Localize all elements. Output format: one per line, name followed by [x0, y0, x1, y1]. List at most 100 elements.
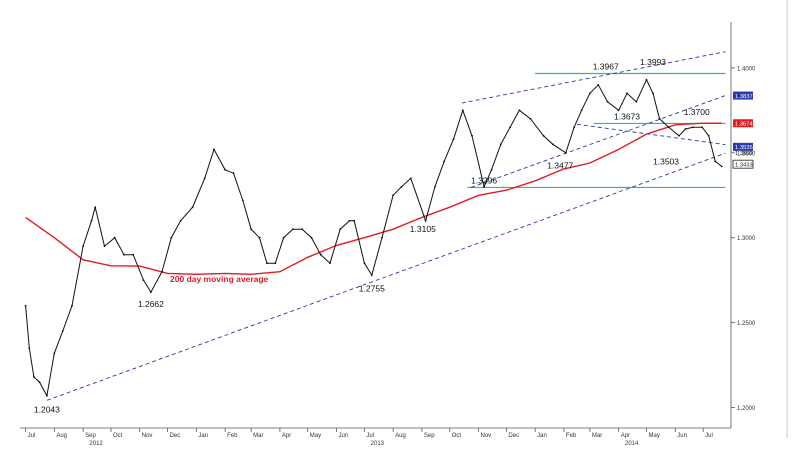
level-label: 1.2043	[34, 404, 60, 414]
price-point	[241, 199, 244, 202]
price-point	[692, 126, 694, 129]
price-point	[224, 168, 227, 171]
x-tick-label: Apr	[621, 433, 630, 439]
x-tick-label: Jan	[537, 433, 547, 439]
x-year-label: 2013	[371, 441, 385, 447]
price-flag-box	[732, 159, 754, 169]
price-point	[443, 160, 446, 163]
x-tick-label: May	[310, 433, 321, 439]
price-point	[461, 109, 464, 112]
x-tick-label: Dec	[508, 433, 519, 439]
price-point	[490, 168, 493, 171]
price-point	[518, 109, 521, 112]
price-point	[38, 381, 41, 383]
y-tick-label: 1.2500	[737, 321, 756, 327]
x-tick-label: Nov	[481, 433, 492, 439]
price-point	[684, 128, 687, 130]
price-point	[678, 134, 680, 137]
trendline-0	[46, 152, 726, 401]
price-point	[258, 236, 261, 239]
level-label: 1.3105	[410, 224, 436, 234]
x-tick-label: Dec	[170, 433, 181, 439]
price-point	[142, 279, 145, 282]
trendlines	[46, 51, 726, 401]
price-point	[71, 304, 73, 307]
price-flag: 1.3535	[733, 142, 753, 151]
price-point	[94, 206, 97, 209]
price-point	[529, 117, 532, 120]
price-point	[339, 228, 342, 231]
price-point	[509, 126, 511, 129]
price-point	[483, 185, 485, 188]
price-point	[635, 100, 638, 103]
x-tick-label: Nov	[142, 433, 153, 439]
x-year-label: 2012	[89, 441, 103, 447]
price-point	[213, 148, 215, 151]
price-flag-box	[733, 119, 753, 128]
moving-average-layer	[25, 122, 722, 276]
level-label: 1.3296	[471, 176, 497, 186]
price-point	[589, 92, 591, 95]
price-point	[542, 134, 545, 137]
price-point	[597, 84, 600, 86]
price-point	[701, 126, 704, 129]
price-flag-label: 1.3500	[735, 151, 753, 157]
x-tick-label: Aug	[56, 433, 67, 439]
trendline-2	[461, 51, 726, 104]
price-point	[301, 228, 304, 231]
price-point	[319, 253, 322, 256]
price-flag: 1.3500	[735, 151, 753, 157]
level-label: 1.3503	[653, 156, 679, 166]
x-tick-label: Jun	[677, 433, 687, 439]
price-point	[392, 194, 394, 197]
price-point	[82, 245, 84, 248]
price-point	[714, 160, 717, 163]
price-point	[564, 151, 567, 154]
x-tick-label: Apr	[282, 433, 291, 439]
price-point	[400, 185, 403, 188]
price-point	[499, 143, 502, 146]
x-tick-label: Aug	[395, 433, 406, 439]
price-point	[282, 236, 285, 239]
price-point	[329, 262, 331, 265]
price-point	[33, 376, 35, 378]
x-tick-label: Jul	[366, 433, 374, 439]
price-point	[573, 126, 575, 129]
price-point	[471, 134, 473, 137]
price-point	[150, 291, 152, 293]
x-tick-label: Jan	[198, 433, 208, 439]
price-point	[203, 177, 206, 180]
price-point	[161, 270, 163, 273]
ma-series-label: 200 day moving average	[170, 274, 269, 284]
price-point	[424, 219, 427, 222]
y-tick-label: 1.3000	[737, 236, 756, 242]
x-tick-label: Jun	[339, 433, 349, 439]
x-tick-label: Feb	[227, 433, 238, 439]
x-tick-label: Sep	[424, 433, 435, 439]
level-label: 1.2662	[138, 299, 164, 309]
x-tick-label: Oct	[452, 433, 462, 439]
price-point	[24, 304, 27, 307]
horizontal-levels	[467, 72, 726, 189]
price-point	[652, 92, 654, 95]
y-tick-label: 1.2000	[737, 406, 756, 412]
price-flag-label: 1.3433	[735, 162, 753, 168]
price-point	[409, 177, 412, 180]
price-point	[551, 143, 554, 146]
price-point	[658, 117, 661, 120]
moving-average-line	[25, 122, 722, 276]
price-point	[90, 219, 93, 222]
price-point	[381, 236, 383, 239]
price-point	[626, 92, 628, 95]
price-point	[232, 172, 235, 175]
price-point	[46, 394, 48, 397]
price-point	[292, 228, 294, 231]
price-point	[348, 219, 351, 222]
price-point	[617, 109, 620, 112]
price-point	[363, 262, 366, 265]
price-point	[580, 109, 583, 112]
x-tick-label: Mar	[592, 433, 602, 439]
price-point	[28, 347, 31, 350]
